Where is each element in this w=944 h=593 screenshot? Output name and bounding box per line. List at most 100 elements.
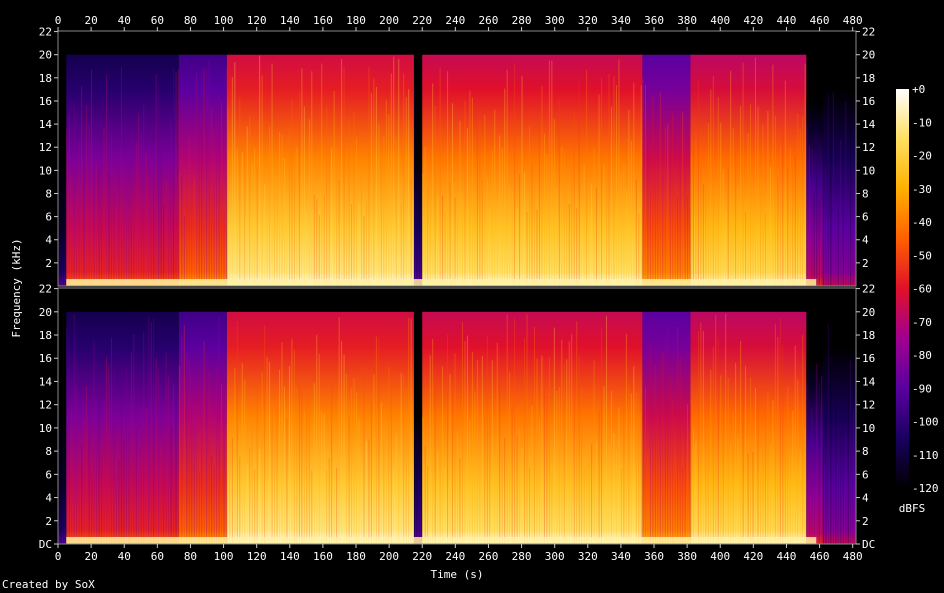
y-tick-label: 12: [39, 141, 52, 154]
spectrogram-streak: [191, 407, 193, 544]
spectrogram-streak: [730, 442, 732, 544]
spectrogram-streak: [336, 467, 338, 544]
spectrogram-streak: [113, 364, 115, 544]
spectrogram-streak: [405, 390, 407, 544]
y-tick-label: 6: [45, 211, 52, 224]
spectrogram-streak: [674, 190, 676, 286]
spectrogram-streak: [816, 121, 818, 286]
spectrogram-streak: [501, 147, 503, 286]
spectrogram-streak: [489, 208, 491, 286]
spectrogram-segment: [58, 311, 67, 544]
spectrogram-streak: [750, 377, 752, 544]
spectrogram-streak: [677, 326, 679, 544]
y-tick-label: 20: [39, 306, 52, 319]
spectrogram-streak: [113, 185, 115, 286]
x-tick-label: 300: [545, 550, 565, 563]
spectrogram-streak: [531, 164, 533, 286]
y-tick-label-right: 16: [862, 352, 875, 365]
spectrogram-streak: [571, 333, 573, 544]
x-tick-label: 340: [611, 550, 631, 563]
spectrogram-streak: [73, 101, 75, 287]
spectrogram-streak: [845, 102, 847, 286]
x-tick-label-top: 340: [611, 14, 631, 27]
spectrogram-streak: [91, 472, 93, 544]
spectrogram-segment: [806, 100, 823, 286]
spectrogram-streak: [98, 371, 100, 544]
spectrogram-streak: [484, 413, 486, 544]
spectrogram-streak: [583, 468, 585, 544]
spectrogram-streak: [71, 405, 73, 544]
spectrogram-streak: [375, 86, 377, 286]
spectrogram-streak: [715, 315, 717, 544]
spectrogram-streak: [196, 71, 198, 286]
spectrogram-streak: [203, 340, 205, 544]
spectrogram-streak: [244, 151, 246, 286]
spectrogram-streak: [178, 69, 180, 286]
spectrogram-streak: [360, 472, 362, 544]
x-tick-label: 420: [743, 550, 763, 563]
spectrogram-streak: [103, 471, 105, 544]
spectrogram-streak: [206, 402, 208, 544]
spectrogram-streak: [674, 473, 676, 544]
y-tick-label: 20: [39, 49, 52, 62]
y-tick-label-right: 6: [862, 468, 869, 481]
x-tick-label-top: 460: [810, 14, 830, 27]
spectrogram-streak: [610, 391, 612, 544]
spectrogram-streak: [193, 178, 195, 286]
x-tick-label: 80: [184, 550, 197, 563]
y-tick-label-right: 20: [862, 49, 875, 62]
spectrogram-streak: [509, 185, 511, 286]
x-tick-label: 200: [379, 550, 399, 563]
colorbar-tick-label: -110: [912, 449, 939, 462]
spectrogram-streak: [341, 58, 343, 287]
spectrogram-streak: [378, 123, 380, 286]
spectrogram-streak: [66, 329, 68, 544]
y-tick-label-right: 16: [862, 95, 875, 108]
spectrogram-streak: [311, 71, 313, 287]
spectrogram-streak: [421, 375, 423, 544]
x-tick-label: 320: [578, 550, 598, 563]
x-tick-label: 480: [843, 550, 863, 563]
spectrogram-streak: [606, 315, 608, 544]
spectrogram-streak: [529, 126, 531, 287]
spectrogram-segment: [642, 311, 691, 544]
spectrogram-streak: [794, 156, 796, 286]
spectrogram-streak: [165, 180, 167, 286]
spectrogram-streak: [388, 114, 390, 287]
spectrogram-streak: [410, 178, 412, 286]
spectrogram-streak: [466, 335, 468, 544]
x-tick-label-top: 280: [512, 14, 532, 27]
spectrogram-streak: [183, 216, 185, 286]
colorbar-scale: [896, 89, 909, 488]
spectrogram-streak: [331, 380, 333, 544]
spectrogram-streak: [370, 401, 372, 544]
spectrogram-streak: [581, 388, 583, 544]
spectrogram-streak: [697, 331, 699, 544]
spectrogram-streak: [444, 213, 446, 286]
x-tick-label-top: 100: [214, 14, 234, 27]
spectrogram-streak: [338, 179, 340, 286]
spectrogram-streak: [293, 178, 295, 286]
spectrogram-streak: [266, 356, 268, 544]
y-tick-label-right: 22: [862, 26, 875, 39]
spectrogram-streak: [548, 357, 550, 544]
spectrogram-streak: [66, 128, 68, 286]
x-tick-label: 220: [412, 550, 432, 563]
spectrogram-streak: [226, 67, 228, 286]
spectrogram-streak: [568, 203, 570, 286]
spectrogram-streak: [427, 186, 429, 286]
spectrogram-segment: [806, 358, 823, 544]
spectrogram-streak: [613, 433, 615, 544]
y-tick-label-right: 14: [862, 375, 876, 388]
spectrogram-streak: [720, 375, 722, 544]
spectrogram-streak: [644, 386, 646, 544]
spectrogram-streak: [802, 334, 804, 544]
spectrogram-streak: [385, 99, 387, 286]
spectrogram-streak: [757, 377, 759, 544]
spectrogram-streak: [120, 66, 122, 286]
y-tick-label-right: 14: [862, 118, 876, 131]
spectrogram-streak: [615, 84, 617, 286]
spectrogram-streak: [466, 127, 468, 286]
x-tick-label: 260: [479, 550, 499, 563]
spectrogram-streak: [293, 349, 295, 544]
